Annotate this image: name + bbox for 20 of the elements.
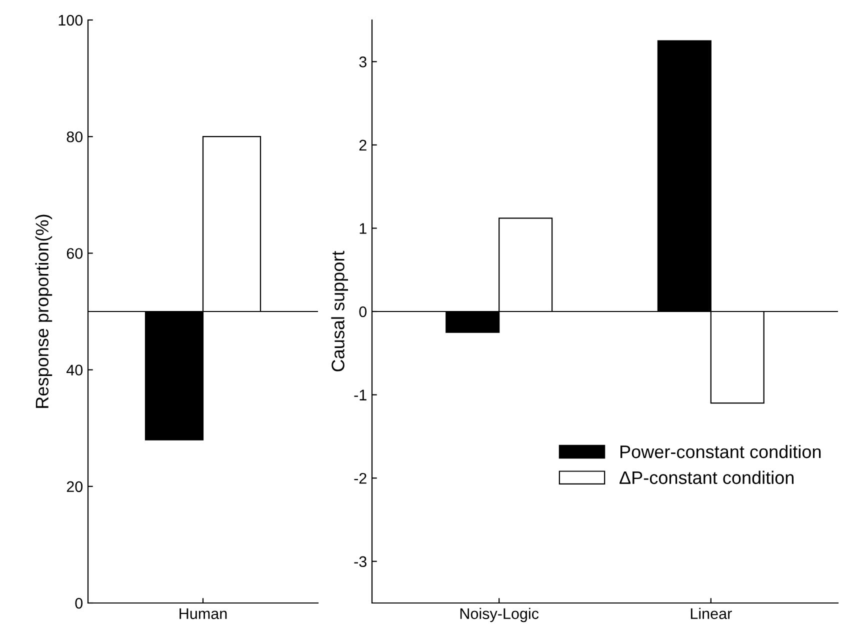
y-tick-label: 60	[66, 248, 83, 259]
y-tick-label: 20	[66, 481, 83, 492]
y-tick-label: 3	[359, 56, 366, 68]
y-axis-title: Causal support	[331, 250, 348, 372]
y-tick-label: -1	[354, 390, 366, 400]
legend-label: ΔP-constant condition	[620, 470, 794, 484]
y-tick-label: 80	[66, 131, 83, 142]
x-tick-label: Human	[180, 608, 227, 620]
legend-label: Power-constant condition	[620, 444, 821, 458]
y-tick-label: -2	[354, 472, 366, 484]
y-tick-label: 1	[360, 223, 366, 234]
y-tick-label: 100	[58, 14, 83, 26]
y-axis-title: Response proportion(%)	[35, 214, 52, 408]
y-tick-label: 0	[75, 598, 83, 609]
y-tick-label: 40	[66, 364, 83, 376]
y-tick-label: -3	[354, 556, 366, 568]
x-tick-label: Linear	[690, 608, 732, 620]
y-tick-label: 2	[359, 140, 366, 150]
x-tick-label: Noisy-Logic	[460, 608, 539, 622]
y-tick-label: 0	[359, 306, 367, 318]
